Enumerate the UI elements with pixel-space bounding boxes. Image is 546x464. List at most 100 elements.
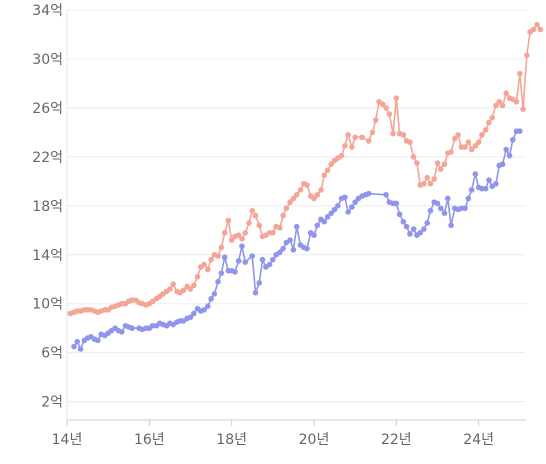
data-point[interactable] bbox=[170, 281, 177, 287]
data-point[interactable] bbox=[252, 289, 259, 296]
data-point[interactable] bbox=[349, 144, 355, 150]
data-point[interactable] bbox=[71, 343, 77, 350]
data-point[interactable] bbox=[342, 194, 348, 201]
data-point[interactable] bbox=[311, 195, 317, 202]
data-point[interactable] bbox=[314, 222, 321, 229]
data-point[interactable] bbox=[318, 187, 324, 193]
data-point[interactable] bbox=[407, 139, 413, 145]
data-point[interactable] bbox=[349, 204, 355, 210]
data-point[interactable] bbox=[180, 287, 187, 294]
data-point[interactable] bbox=[410, 226, 417, 232]
data-point[interactable] bbox=[506, 152, 513, 159]
data-point[interactable] bbox=[328, 161, 335, 168]
data-point[interactable] bbox=[280, 245, 286, 252]
data-point[interactable] bbox=[441, 161, 448, 168]
data-point[interactable] bbox=[517, 128, 523, 134]
data-point[interactable] bbox=[437, 166, 444, 172]
data-point[interactable] bbox=[417, 229, 424, 236]
data-point[interactable] bbox=[365, 138, 372, 144]
data-point[interactable] bbox=[359, 134, 365, 141]
data-point[interactable] bbox=[486, 177, 492, 183]
data-point[interactable] bbox=[482, 127, 489, 133]
data-point[interactable] bbox=[204, 303, 211, 309]
data-point[interactable] bbox=[194, 274, 201, 280]
data-point[interactable] bbox=[486, 119, 492, 126]
data-point[interactable] bbox=[403, 223, 410, 230]
data-point[interactable] bbox=[424, 174, 431, 181]
data-point[interactable] bbox=[270, 229, 276, 236]
data-point[interactable] bbox=[352, 199, 358, 205]
data-point[interactable] bbox=[95, 337, 101, 344]
data-point[interactable] bbox=[468, 187, 475, 193]
data-point[interactable] bbox=[421, 226, 427, 232]
data-point[interactable] bbox=[256, 222, 263, 229]
data-point[interactable] bbox=[437, 205, 444, 212]
data-point[interactable] bbox=[441, 210, 448, 216]
data-point[interactable] bbox=[352, 134, 358, 141]
data-point[interactable] bbox=[410, 154, 417, 160]
data-point[interactable] bbox=[369, 129, 376, 136]
data-point[interactable] bbox=[293, 192, 300, 198]
data-point[interactable] bbox=[513, 98, 520, 105]
data-point[interactable] bbox=[524, 52, 530, 59]
data-point[interactable] bbox=[225, 217, 232, 224]
data-point[interactable] bbox=[242, 259, 249, 265]
data-point[interactable] bbox=[118, 329, 125, 335]
data-point[interactable] bbox=[365, 190, 372, 197]
data-point[interactable] bbox=[431, 176, 438, 182]
data-point[interactable] bbox=[462, 205, 468, 212]
data-point[interactable] bbox=[331, 206, 338, 213]
data-point[interactable] bbox=[201, 261, 207, 268]
data-point[interactable] bbox=[242, 229, 249, 236]
data-point[interactable] bbox=[520, 106, 526, 112]
data-point[interactable] bbox=[472, 143, 479, 149]
data-point[interactable] bbox=[239, 243, 245, 250]
data-point[interactable] bbox=[221, 254, 228, 261]
data-point[interactable] bbox=[293, 223, 300, 230]
data-point[interactable] bbox=[379, 101, 386, 108]
data-point[interactable] bbox=[167, 286, 173, 292]
data-point[interactable] bbox=[468, 146, 475, 153]
data-point[interactable] bbox=[232, 269, 238, 275]
data-point[interactable] bbox=[338, 152, 345, 159]
data-point[interactable] bbox=[277, 225, 283, 231]
data-point[interactable] bbox=[503, 90, 510, 97]
data-point[interactable] bbox=[383, 192, 389, 198]
data-point[interactable] bbox=[342, 143, 348, 149]
data-point[interactable] bbox=[208, 256, 214, 263]
data-point[interactable] bbox=[465, 195, 472, 202]
data-point[interactable] bbox=[324, 214, 331, 220]
data-point[interactable] bbox=[372, 117, 379, 123]
data-point[interactable] bbox=[228, 237, 235, 243]
data-point[interactable] bbox=[386, 111, 393, 117]
data-point[interactable] bbox=[187, 286, 194, 292]
data-point[interactable] bbox=[462, 144, 468, 150]
data-point[interactable] bbox=[311, 232, 317, 238]
data-point[interactable] bbox=[414, 160, 420, 166]
data-point[interactable] bbox=[187, 314, 194, 320]
data-point[interactable] bbox=[249, 207, 256, 214]
data-point[interactable] bbox=[314, 192, 321, 198]
data-point[interactable] bbox=[434, 160, 441, 166]
data-point[interactable] bbox=[383, 105, 389, 111]
data-point[interactable] bbox=[246, 220, 252, 226]
data-point[interactable] bbox=[215, 253, 221, 259]
data-point[interactable] bbox=[304, 245, 310, 252]
data-point[interactable] bbox=[448, 222, 454, 229]
data-point[interactable] bbox=[74, 338, 81, 345]
data-point[interactable] bbox=[451, 135, 458, 142]
data-point[interactable] bbox=[427, 180, 434, 187]
data-point[interactable] bbox=[530, 26, 537, 33]
data-point[interactable] bbox=[324, 167, 331, 174]
data-point[interactable] bbox=[421, 180, 427, 187]
data-point[interactable] bbox=[77, 346, 84, 352]
data-point[interactable] bbox=[335, 203, 341, 209]
data-point[interactable] bbox=[345, 132, 351, 138]
data-point[interactable] bbox=[427, 207, 434, 214]
data-point[interactable] bbox=[479, 132, 485, 138]
data-point[interactable] bbox=[287, 237, 293, 243]
data-point[interactable] bbox=[235, 258, 242, 264]
data-point[interactable] bbox=[407, 231, 413, 237]
data-point[interactable] bbox=[400, 132, 407, 138]
data-point[interactable] bbox=[510, 136, 516, 143]
